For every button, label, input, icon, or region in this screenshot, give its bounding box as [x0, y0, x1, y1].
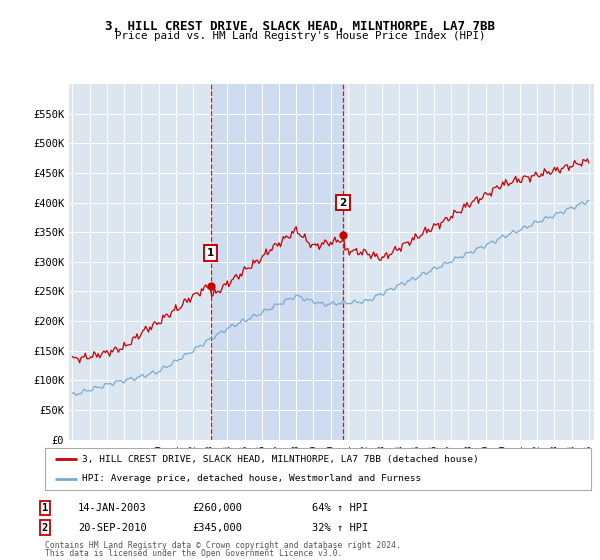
Text: Price paid vs. HM Land Registry's House Price Index (HPI): Price paid vs. HM Land Registry's House … — [115, 31, 485, 41]
Text: 64% ↑ HPI: 64% ↑ HPI — [312, 503, 368, 513]
Text: 2: 2 — [340, 198, 347, 208]
Text: 32% ↑ HPI: 32% ↑ HPI — [312, 522, 368, 533]
Text: 3, HILL CREST DRIVE, SLACK HEAD, MILNTHORPE, LA7 7BB (detached house): 3, HILL CREST DRIVE, SLACK HEAD, MILNTHO… — [82, 455, 479, 464]
Text: 2: 2 — [42, 522, 48, 533]
Text: 3, HILL CREST DRIVE, SLACK HEAD, MILNTHORPE, LA7 7BB: 3, HILL CREST DRIVE, SLACK HEAD, MILNTHO… — [105, 20, 495, 32]
Text: 1: 1 — [42, 503, 48, 513]
Text: This data is licensed under the Open Government Licence v3.0.: This data is licensed under the Open Gov… — [45, 549, 343, 558]
Text: HPI: Average price, detached house, Westmorland and Furness: HPI: Average price, detached house, West… — [82, 474, 421, 483]
Bar — [211, 84, 343, 440]
Text: £345,000: £345,000 — [192, 522, 242, 533]
Text: 20-SEP-2010: 20-SEP-2010 — [78, 522, 147, 533]
Text: 14-JAN-2003: 14-JAN-2003 — [78, 503, 147, 513]
Text: £260,000: £260,000 — [192, 503, 242, 513]
Text: 1: 1 — [207, 248, 214, 258]
Text: Contains HM Land Registry data © Crown copyright and database right 2024.: Contains HM Land Registry data © Crown c… — [45, 541, 401, 550]
